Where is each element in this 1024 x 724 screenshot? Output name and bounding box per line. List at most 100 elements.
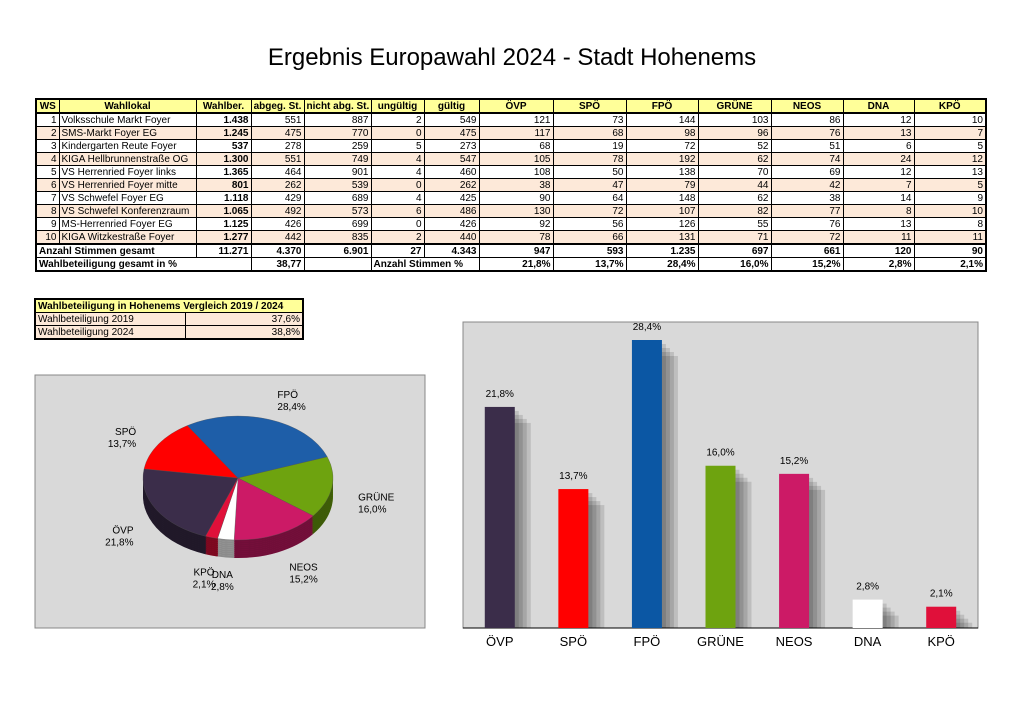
header-cell: DNA [842, 98, 915, 114]
comparison-header: Wahlbeteiligung in Hohenems Vergleich 20… [34, 298, 304, 313]
cell: 13 [842, 217, 915, 231]
total-row: Anzahl Stimmen gesamt 11.271 4.370 6.901 27 4… [35, 243, 987, 258]
bar-shadow [942, 622, 973, 628]
header-cell: Wahlber. [195, 98, 252, 114]
bar [705, 465, 736, 628]
pie-label: DNA [212, 570, 233, 581]
pie-label: FPÖ [277, 389, 298, 401]
bar [558, 489, 589, 628]
cell: KIGA Hellbrunnenstraße OG [58, 152, 197, 166]
pie-slice [205, 477, 239, 539]
percent-cell: 21,8% [478, 257, 554, 272]
pie-value-label: 28,4% [277, 402, 305, 413]
cell: 7 [913, 126, 987, 140]
cell: 1.277 [195, 230, 252, 245]
comparison-row: Wahlbeteiligung 2019 37,6% [34, 312, 304, 326]
pie-label: SPÖ [115, 426, 136, 438]
comparison-label: Wahlbeteiligung 2019 [34, 312, 186, 326]
cell: 192 [625, 152, 699, 166]
cell: MS-Herrenried Foyer EG [58, 217, 197, 231]
cell: 44 [697, 178, 772, 192]
comparison-label: Wahlbeteiligung 2024 [34, 325, 186, 340]
cell: 10 [35, 230, 60, 245]
pie-value-label: 21,8% [105, 538, 133, 549]
comparison-row: Wahlbeteiligung 2024 38,8% [34, 325, 304, 340]
data-row: 8 VS Schwefel Konferenzraum 1.065 492 573 6 48… [35, 204, 987, 218]
bar-value-label: 16,0% [706, 448, 734, 459]
x-tick-label: FPÖ [634, 634, 661, 649]
x-tick-label: DNA [854, 634, 882, 649]
pie-value-label: 15,2% [289, 574, 317, 585]
cell: 8 [913, 217, 987, 231]
comparison-value: 38,8% [184, 325, 304, 340]
pie-slice [237, 456, 334, 517]
pie-value-label: 16,0% [358, 504, 386, 515]
cell: 6 [370, 204, 425, 218]
cell: 835 [303, 230, 372, 245]
cell: 76 [770, 126, 844, 140]
cell: 2 [370, 230, 425, 245]
percent-cell: 2,1% [913, 257, 987, 272]
header-cell: WS [35, 98, 60, 114]
comparison-table: Wahlbeteiligung in Hohenems Vergleich 20… [34, 298, 305, 340]
comparison-title: Wahlbeteiligung in Hohenems Vergleich 20… [34, 298, 304, 313]
percent-row: Wahlbeteiligung gesamt in % 38,77 Anzahl S… [35, 257, 987, 272]
header-cell: nicht abg. St. [303, 98, 372, 114]
cell: 55 [697, 217, 772, 231]
header-cell: KPÖ [913, 98, 987, 114]
bar-value-label: 15,2% [780, 456, 808, 467]
data-row: 3 Kindergarten Reute Foyer 537 278 259 5 273 68… [35, 139, 987, 153]
bar [852, 599, 883, 628]
cell: 699 [303, 217, 372, 231]
data-row: 1 Volksschule Markt Foyer 1.438 551 887 2 549 1… [35, 112, 987, 127]
pie-label: KPÖ [193, 566, 214, 578]
header-cell: NEOS [770, 98, 844, 114]
total-cell: 4.370 [250, 243, 305, 258]
cell: 74 [770, 152, 844, 166]
total-cell: 90 [913, 243, 987, 258]
cell: 107 [625, 204, 699, 218]
data-row: 5 VS Herrenried Foyer links 1.365 464 901 4 46… [35, 165, 987, 179]
pie-slice [142, 468, 239, 537]
header-cell: abgeg. St. [250, 98, 305, 114]
cell: 0 [370, 217, 425, 231]
cell: SMS-Markt Foyer EG [58, 126, 197, 140]
cell: 6 [35, 178, 60, 192]
bar-value-label: 2,1% [930, 589, 953, 600]
percent-cell: 16,0% [697, 257, 772, 272]
cell: 10 [913, 204, 987, 218]
pie-label: GRÜNE [358, 491, 394, 503]
bar [631, 340, 662, 628]
bar [779, 473, 810, 628]
cell: 486 [423, 204, 480, 218]
x-tick-label: SPÖ [560, 634, 587, 649]
bar [926, 606, 957, 628]
cell: 4 [35, 152, 60, 166]
pie-value-label: 13,7% [108, 439, 136, 450]
percent-cell: 2,8% [842, 257, 915, 272]
cell: 11 [842, 230, 915, 245]
cell: 42 [770, 178, 844, 192]
cell: 8 [35, 204, 60, 218]
cell: 47 [552, 178, 627, 192]
percent-label: Anzahl Stimmen % [370, 257, 480, 272]
pie-slice [233, 477, 314, 541]
bar-value-label: 2,8% [856, 582, 879, 593]
cell: 492 [250, 204, 305, 218]
cell: 426 [423, 217, 480, 231]
comparison-value: 37,6% [184, 312, 304, 326]
cell: 77 [770, 204, 844, 218]
cell: 539 [303, 178, 372, 192]
bar [484, 406, 515, 628]
total-cell: 661 [770, 243, 844, 258]
header-cell: Wahllokal [58, 98, 197, 114]
cell: 24 [842, 152, 915, 166]
bar-value-label: 21,8% [486, 389, 514, 400]
cell: 551 [250, 152, 305, 166]
turnout-label: Wahlbeteiligung gesamt in % [35, 257, 252, 272]
cell: 92 [478, 217, 554, 231]
header-cell: ungültig [370, 98, 425, 114]
percent-cell: 28,4% [625, 257, 699, 272]
